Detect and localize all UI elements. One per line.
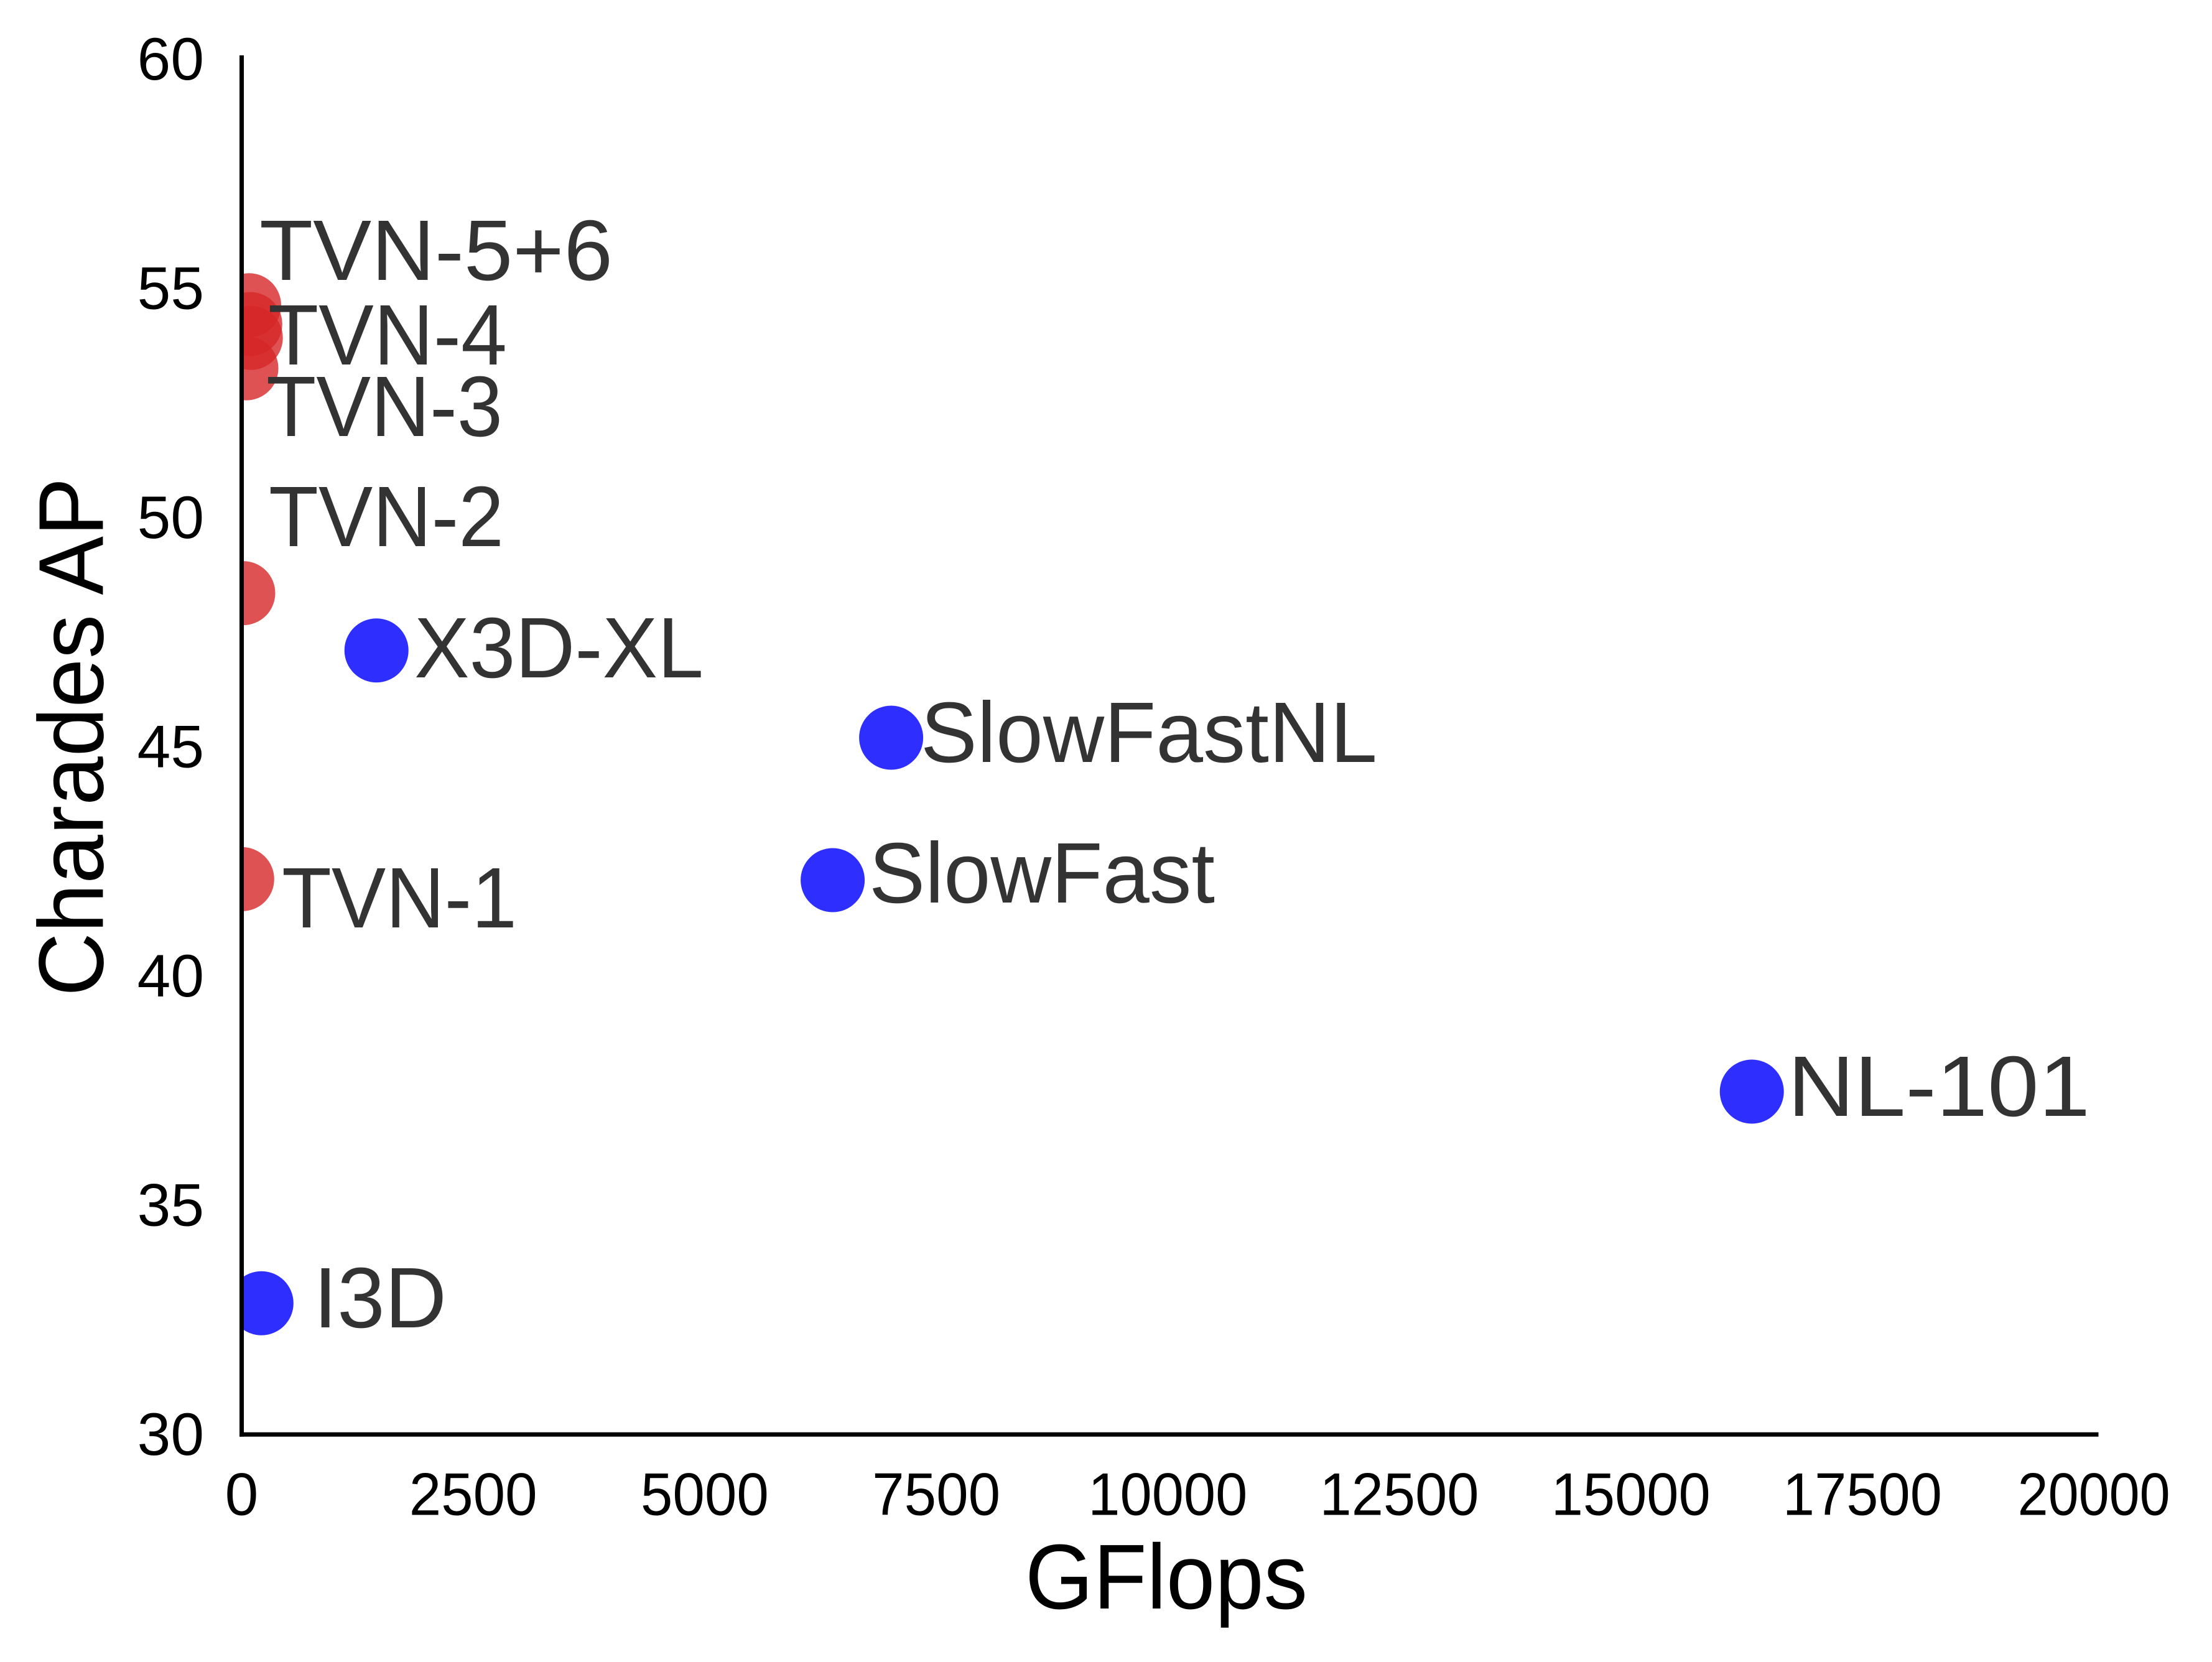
svg-text:TVN-5+6: TVN-5+6 — [259, 203, 613, 299]
svg-text:40: 40 — [137, 943, 204, 1010]
svg-text:60: 60 — [137, 26, 204, 93]
svg-text:TVN-3: TVN-3 — [266, 359, 503, 455]
svg-text:15000: 15000 — [1551, 1462, 1711, 1528]
svg-text:0: 0 — [225, 1462, 259, 1528]
svg-text:5000: 5000 — [641, 1462, 769, 1528]
svg-text:17500: 17500 — [1783, 1462, 1942, 1528]
svg-text:NL-101: NL-101 — [1788, 1039, 2090, 1135]
svg-text:2500: 2500 — [409, 1462, 537, 1528]
svg-text:Charades AP: Charades AP — [20, 478, 123, 996]
svg-text:TVN-1: TVN-1 — [282, 850, 517, 946]
svg-text:X3D-XL: X3D-XL — [414, 600, 704, 696]
svg-text:30: 30 — [137, 1401, 204, 1468]
svg-text:GFlops: GFlops — [1025, 1526, 1308, 1628]
svg-text:10000: 10000 — [1088, 1462, 1247, 1528]
svg-text:I3D: I3D — [314, 1250, 447, 1346]
svg-text:50: 50 — [137, 485, 204, 551]
svg-text:SlowFast: SlowFast — [869, 825, 1215, 921]
svg-text:12500: 12500 — [1320, 1462, 1479, 1528]
svg-text:TVN-2: TVN-2 — [269, 469, 504, 565]
svg-text:55: 55 — [137, 256, 204, 322]
svg-text:SlowFastNL: SlowFastNL — [921, 685, 1377, 781]
svg-text:7500: 7500 — [872, 1462, 1000, 1528]
svg-text:45: 45 — [137, 714, 204, 781]
svg-text:20000: 20000 — [2018, 1462, 2170, 1528]
svg-text:TVN-4: TVN-4 — [268, 287, 507, 383]
svg-text:35: 35 — [137, 1172, 204, 1239]
